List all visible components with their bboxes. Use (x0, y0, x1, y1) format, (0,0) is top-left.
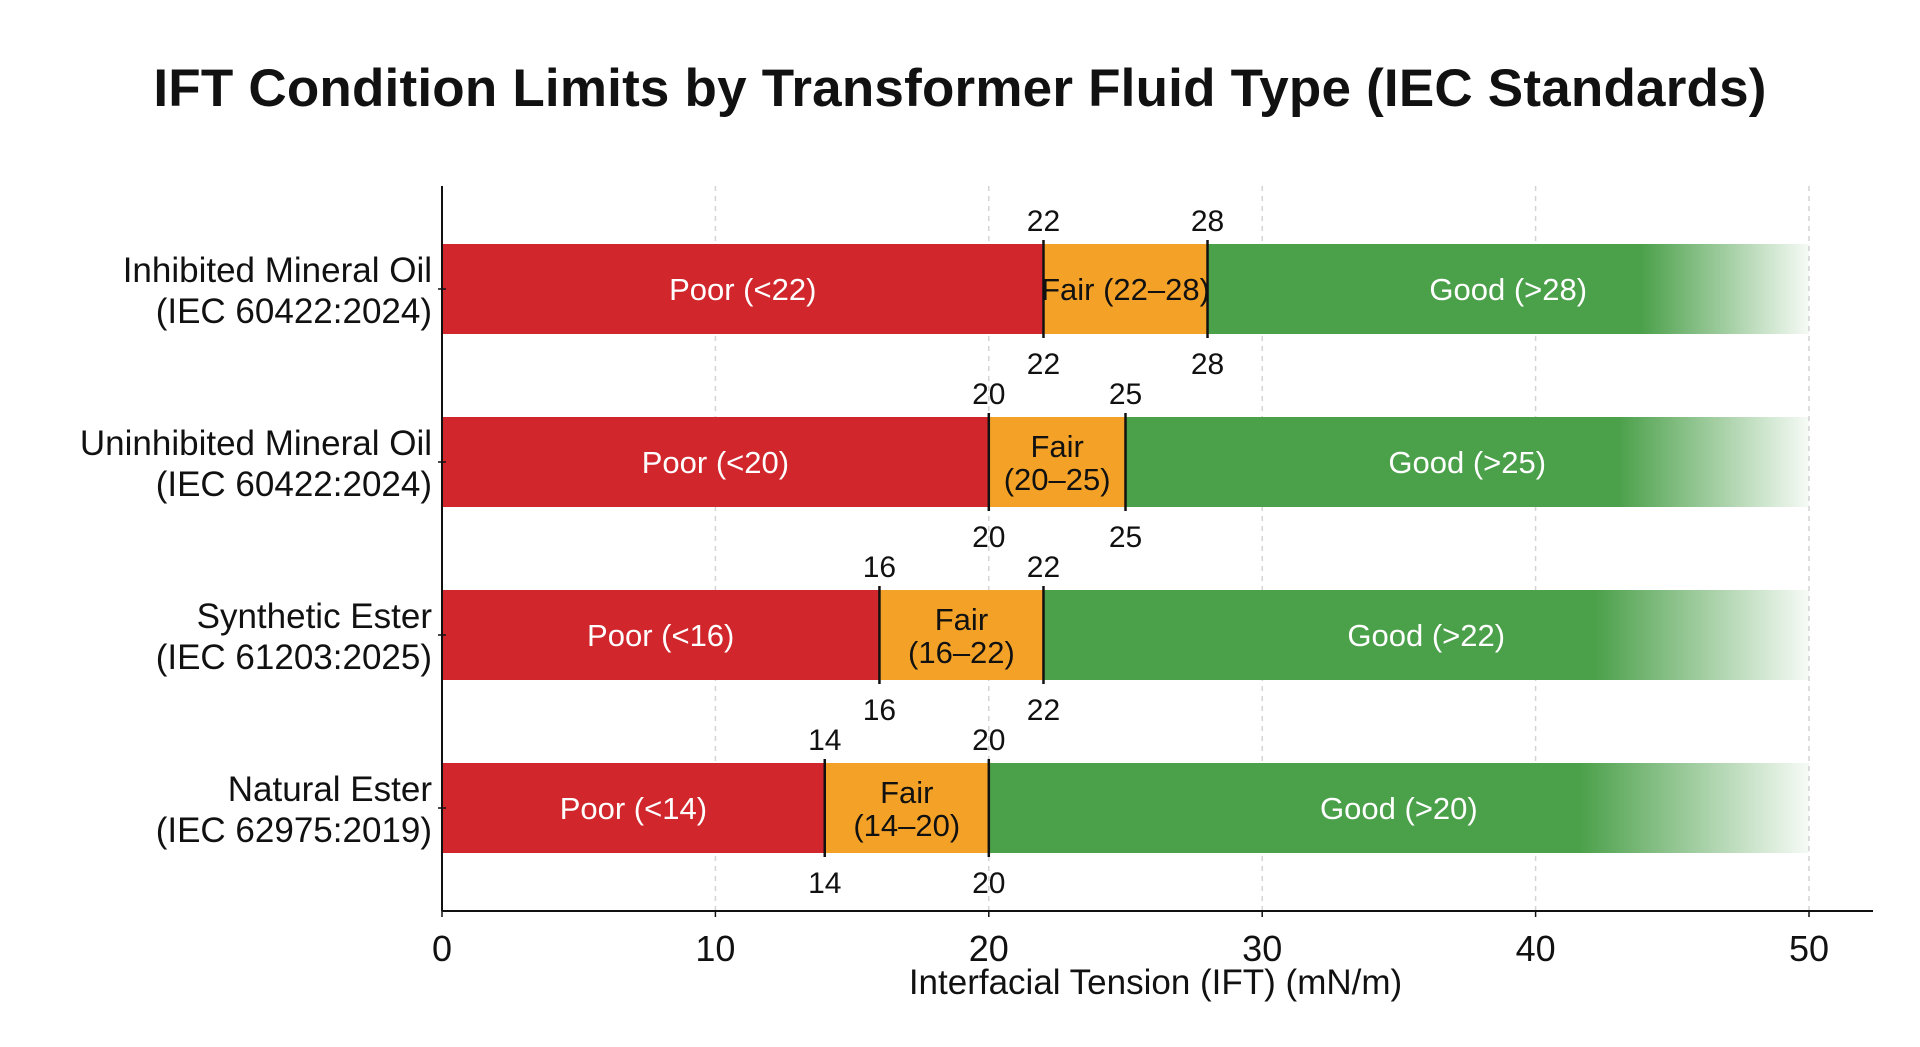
bar-segment-fair (879, 590, 1044, 680)
boundary-label-bottom: 25 (1109, 521, 1142, 554)
segment-label-fair: Fair (22–28) (1041, 272, 1210, 307)
chart-title: IFT Condition Limits by Transformer Flui… (153, 59, 1767, 118)
x-tick-label: 40 (1516, 928, 1556, 969)
bar-segment-fair (988, 417, 1126, 507)
bar-segment-good (1125, 417, 1809, 507)
bars-layer: 22 22 28 28 Poor (<22) Fair (22–28) Good (>28)… (442, 205, 1809, 900)
x-axis-label: Interfacial Tension (IFT) (mN/m) (909, 963, 1402, 1002)
bar-segment-fair (824, 763, 989, 853)
boundary-label-top: 20 (972, 724, 1005, 757)
segment-label-poor: Poor (<22) (669, 272, 816, 307)
segment-label-good: Good (>28) (1429, 272, 1587, 307)
segment-label-poor: Poor (<16) (587, 618, 734, 653)
bar-segment-poor (442, 417, 989, 507)
axis-layer: Inhibited Mineral Oil(IEC 60422:2024)Uni… (80, 186, 1873, 1002)
bar-segment-poor (442, 763, 825, 853)
bar-segment-poor (442, 590, 880, 680)
x-tick-label: 50 (1789, 928, 1829, 969)
bar-segment-fair (1043, 244, 1208, 334)
segment-label-fair: Fair (1030, 429, 1083, 464)
boundary-label-top: 16 (863, 551, 896, 584)
segment-label-fair: Fair (935, 602, 988, 637)
boundary-label-bottom: 22 (1027, 348, 1060, 381)
boundary-label-bottom: 22 (1027, 694, 1060, 727)
boundary-label-bottom: 20 (972, 867, 1005, 900)
category-label: (IEC 62975:2019) (156, 811, 432, 850)
x-tick-label: 30 (1242, 928, 1282, 969)
boundary-label-bottom: 20 (972, 521, 1005, 554)
segment-label-good: Good (>25) (1388, 445, 1546, 480)
segment-label-fair: (20–25) (1004, 462, 1111, 497)
x-tick-label: 0 (432, 928, 452, 969)
boundary-label-top: 20 (972, 378, 1005, 411)
category-label: Synthetic Ester (197, 597, 433, 636)
category-label: (IEC 60422:2024) (156, 292, 432, 331)
x-tick-label: 10 (695, 928, 735, 969)
boundary-label-top: 28 (1191, 205, 1224, 238)
bar-segment-poor (442, 244, 1044, 334)
boundary-label-top: 22 (1027, 551, 1060, 584)
boundary-label-top: 22 (1027, 205, 1060, 238)
category-label: (IEC 60422:2024) (156, 465, 432, 504)
boundary-label-bottom: 28 (1191, 348, 1224, 381)
category-label: (IEC 61203:2025) (156, 638, 432, 677)
segment-label-good: Good (>20) (1320, 791, 1478, 826)
segment-label-good: Good (>22) (1347, 618, 1505, 653)
segment-label-fair: (16–22) (908, 635, 1015, 670)
segment-label-fair: (14–20) (853, 808, 960, 843)
bar-segment-good (1207, 244, 1809, 334)
boundary-label-bottom: 14 (808, 867, 841, 900)
segment-label-poor: Poor (<20) (642, 445, 789, 480)
boundary-label-top: 25 (1109, 378, 1142, 411)
boundary-label-bottom: 16 (863, 694, 896, 727)
category-label: Uninhibited Mineral Oil (80, 424, 432, 463)
boundary-label-top: 14 (808, 724, 841, 757)
category-label: Natural Ester (228, 770, 433, 809)
segment-label-fair: Fair (880, 775, 933, 810)
segment-label-poor: Poor (<14) (560, 791, 707, 826)
bar-segment-good (988, 763, 1809, 853)
bar-segment-good (1043, 590, 1809, 680)
category-label: Inhibited Mineral Oil (123, 251, 432, 290)
x-tick-label: 20 (969, 928, 1009, 969)
